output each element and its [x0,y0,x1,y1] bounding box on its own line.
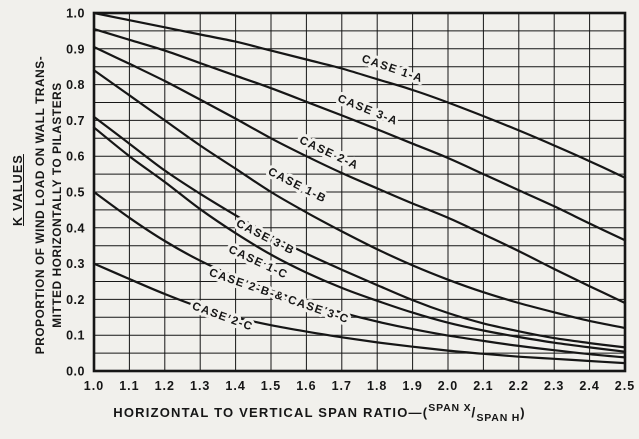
y-tick-label: 0.9 [66,42,85,56]
x-tick-label: 1.0 [84,379,104,393]
x-tick-label: 2.2 [509,379,529,393]
x-tick-label: 1.5 [261,379,281,393]
y-tick-label: 0.5 [66,186,85,200]
curve-case-2-c [92,262,627,365]
y-axis-title-line2: MITTED HORIZONTALLY TO PILASTERS [50,82,64,328]
curve-case-2-b-case-3-c [92,190,627,359]
x-tick-label: 1.3 [190,379,210,393]
x-tick-label: 1.1 [119,379,139,393]
y-tick-label: 0.7 [66,114,85,128]
y-axis-title-proportion: PROPORTION OF WIND LOAD ON WALL TRANS- M… [32,56,66,354]
curve-case-1-a [92,11,627,179]
curve-case-1-b [92,69,627,330]
curve-case-1-c [92,126,627,353]
y-axis-title-k-values: K VALUES [11,154,25,226]
y-tick-label: 0.8 [66,78,85,92]
y-tick-label: 0.0 [66,365,85,379]
x-tick-label: 2.5 [615,379,635,393]
y-tick-label: 0.6 [66,150,85,164]
y-tick-label: 0.1 [66,329,85,343]
x-tick-label: 1.6 [296,379,316,393]
x-axis-title-prefix: HORIZONTAL TO VERTICAL SPAN RATIO—( [113,405,429,420]
x-tick-label: 2.0 [438,379,458,393]
x-axis-title-slash: / [471,404,477,420]
x-tick-label: 2.3 [544,379,564,393]
x-tick-label: 2.4 [579,379,599,393]
curve-case-3-a [92,28,627,242]
y-axis-title-line1: PROPORTION OF WIND LOAD ON WALL TRANS- [32,55,47,355]
curve-label-case-1-b: CASE 1-B [266,166,329,206]
x-axis-title: HORIZONTAL TO VERTICAL SPAN RATIO—(SPAN … [0,402,639,424]
y-tick-label: 1.0 [66,7,85,21]
x-tick-label: 1.8 [367,379,387,393]
y-tick-label: 0.3 [66,257,85,271]
x-tick-label: 1.7 [332,379,352,393]
x-tick-label: 1.4 [225,379,245,393]
x-axis-title-suffix: ) [520,405,526,420]
x-axis-title-span-x: SPAN X [428,402,472,414]
y-tick-label: 0.4 [66,221,85,235]
curve-case-3-b [92,115,627,349]
curve-label-case-1-a: CASE 1-A [360,53,424,85]
x-tick-label: 1.9 [402,379,422,393]
curve-case-2-a [92,45,627,305]
x-tick-label: 1.2 [155,379,175,393]
y-tick-label: 0.2 [66,293,85,307]
curve-label-case-3-a: CASE 3-A [336,93,400,128]
tick-labels: 1.0 1.1 1.2 1.3 1.4 1.5 1.6 1.7 1.8 1.9 2.0 2.1 2.2 2… [66,7,635,394]
x-tick-label: 2.1 [473,379,493,393]
x-axis-title-span-h: SPAN H [476,412,521,424]
